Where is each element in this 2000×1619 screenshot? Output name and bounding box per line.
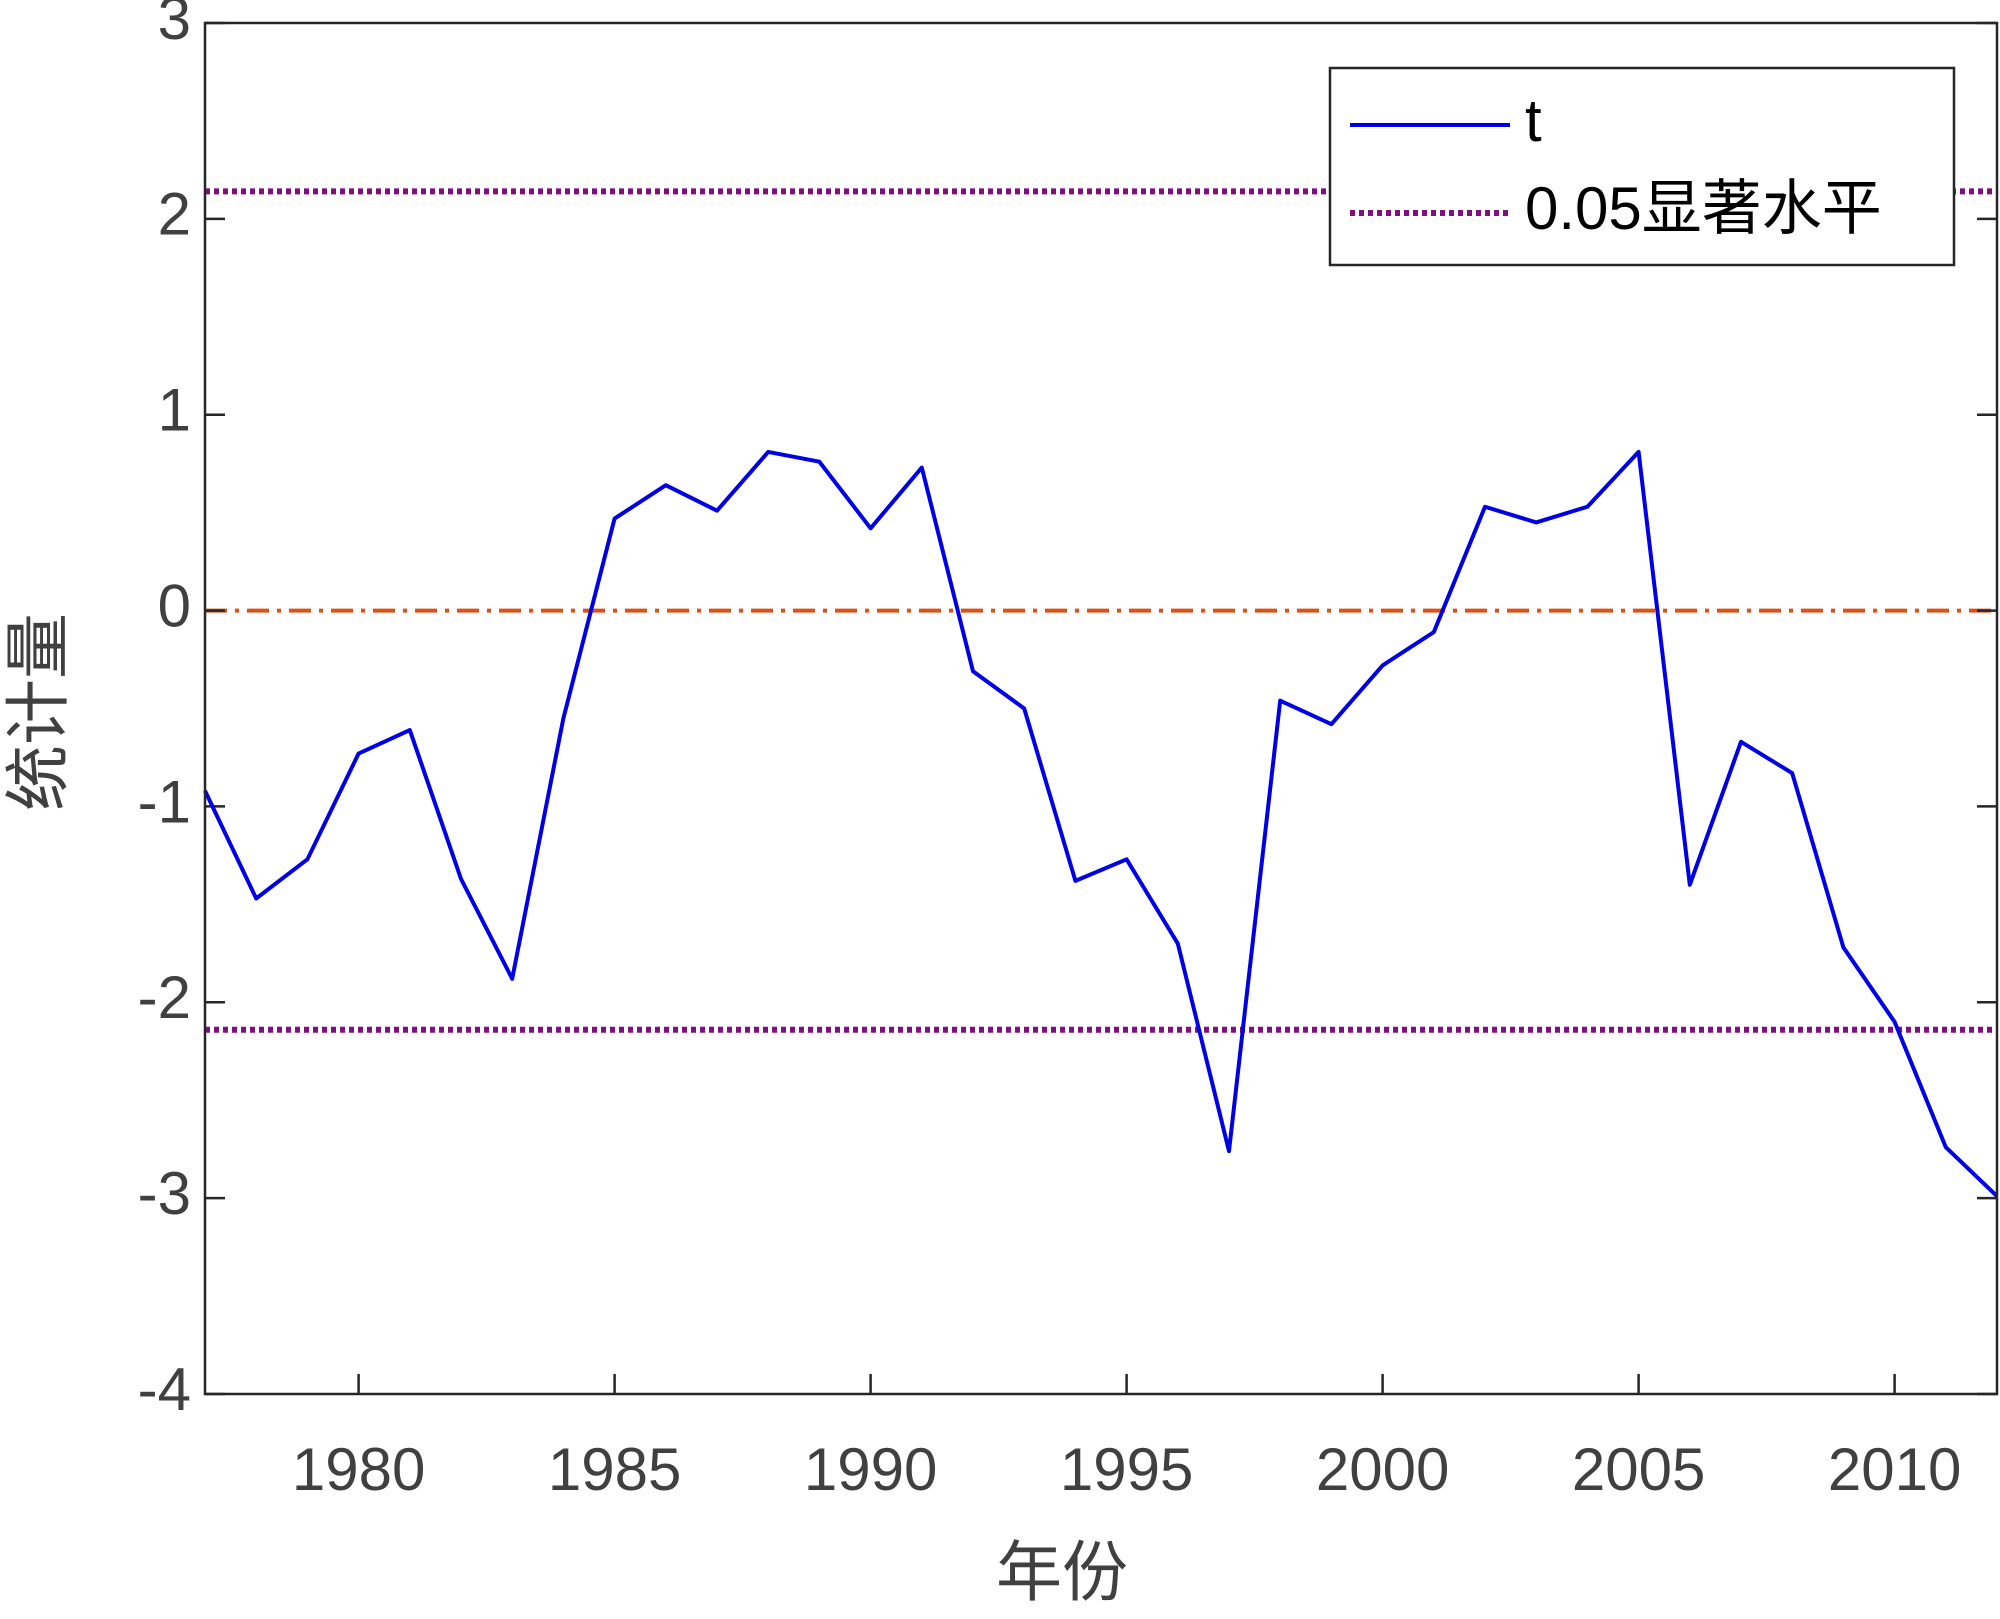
y-tick-label: 1 xyxy=(158,377,191,444)
y-tick-label: -3 xyxy=(138,1160,191,1227)
y-tick-label: -1 xyxy=(138,768,191,835)
data-line xyxy=(203,449,1999,1198)
x-axis-label: 年份 xyxy=(996,1534,1128,1611)
x-tick-label: 2010 xyxy=(1828,1436,1961,1503)
y-tick-label: 3 xyxy=(158,0,191,52)
y-tick-label: -2 xyxy=(138,964,191,1031)
legend-label: t xyxy=(1525,87,1542,154)
x-tick-label: 2000 xyxy=(1316,1436,1449,1503)
x-tick-label: 1980 xyxy=(292,1436,425,1503)
legend-box xyxy=(1328,66,1956,267)
axes-box xyxy=(203,21,1999,1396)
y-tick-label: -4 xyxy=(138,1356,191,1423)
y-tick-label: 2 xyxy=(158,181,191,248)
x-tick-label: 1990 xyxy=(804,1436,937,1503)
legend-label: 0.05显著水平 xyxy=(1525,175,1882,242)
y-tick-label: 0 xyxy=(158,572,191,639)
y-axis-label: 统计量 xyxy=(0,613,77,811)
x-tick-label: 1985 xyxy=(548,1436,681,1503)
x-tick-label: 2005 xyxy=(1572,1436,1705,1503)
x-tick-label: 1995 xyxy=(1060,1436,1193,1503)
